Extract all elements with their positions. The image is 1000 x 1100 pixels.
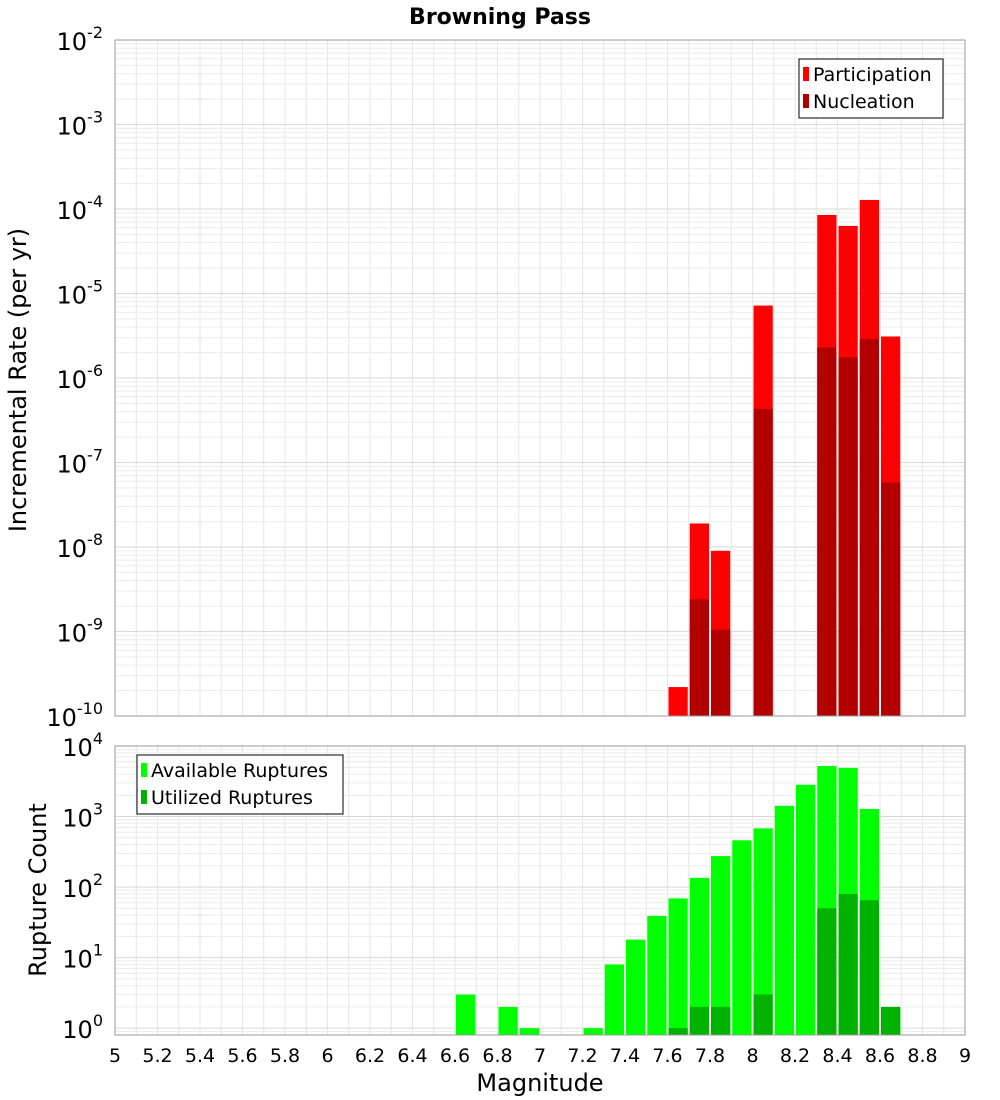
top-y-tick-label-7: 10-3 [57, 108, 104, 141]
top-y-axis-title: Incremental Rate (per yr) [4, 228, 32, 532]
top-bar-nucleation-2 [753, 408, 773, 716]
bottom-y-tick-label-4: 104 [62, 729, 103, 762]
x-tick-label-4: 5.8 [270, 1045, 300, 1067]
x-tick-label-15: 8 [746, 1045, 758, 1067]
top-bar-nucleation-0 [689, 599, 709, 716]
x-tick-label-5: 6 [321, 1045, 333, 1067]
top-legend-swatch-0 [803, 67, 809, 81]
top-y-tick-label-0: 10-10 [46, 699, 103, 732]
top-frame [114, 39, 966, 717]
x-axis-title: Magnitude [476, 1069, 603, 1097]
top-y-tick-label-4: 10-6 [57, 361, 104, 394]
x-tick-label-6: 6.2 [355, 1045, 385, 1067]
x-tick-label-17: 8.4 [822, 1045, 852, 1067]
top-legend: Participation Nucleation [798, 58, 944, 119]
bottom-bar-utilized-ruptures-1 [689, 1006, 709, 1035]
top-y-tick-label-8: 10-2 [57, 23, 104, 56]
bottom-legend-swatch-0 [141, 763, 147, 777]
bottom-bar-available-ruptures-4 [604, 964, 624, 1035]
x-tick-label-0: 5 [109, 1045, 121, 1067]
x-tick-label-10: 7 [534, 1045, 546, 1067]
x-tick-label-14: 7.8 [695, 1045, 725, 1067]
bottom-legend: Available Ruptures Utilized Ruptures [136, 754, 344, 815]
x-tick-label-7: 6.4 [397, 1045, 427, 1067]
bottom-y-tick-label-3: 103 [62, 800, 103, 833]
x-tick-label-1: 5.2 [142, 1045, 172, 1067]
x-tick-label-8: 6.6 [440, 1045, 470, 1067]
top-y-tick-label-1: 10-9 [57, 615, 104, 648]
top-y-tick-label-3: 10-7 [57, 446, 104, 479]
bottom-bar-utilized-ruptures-6 [859, 900, 879, 1035]
bottom-bar-available-ruptures-5 [626, 939, 646, 1035]
bottom-bar-utilized-ruptures-4 [817, 908, 837, 1035]
bottom-legend-swatch-1 [141, 790, 147, 804]
x-tick-label-9: 6.8 [482, 1045, 512, 1067]
bottom-bar-available-ruptures-8 [689, 877, 709, 1035]
top-legend-swatch-1 [803, 94, 809, 108]
bottom-bar-utilized-ruptures-0 [668, 1028, 688, 1035]
bottom-bar-utilized-ruptures-7 [881, 1006, 901, 1035]
x-tick-label-3: 5.6 [227, 1045, 257, 1067]
bottom-bar-utilized-ruptures-2 [711, 1006, 731, 1035]
x-tick-label-19: 8.8 [907, 1045, 937, 1067]
bottom-bar-available-ruptures-2 [519, 1028, 539, 1035]
bottom-y-axis-title: Rupture Count [24, 803, 52, 977]
x-tick-label-18: 8.6 [865, 1045, 895, 1067]
top-bar-nucleation-5 [859, 338, 879, 716]
x-tick-label-13: 7.6 [652, 1045, 682, 1067]
bottom-x-ticks: 5 5.2 5.4 5.6 5.8 6 6.2 6.4 6.6 6.8 7 7.2 7.4 7.6 7.8 8… [109, 1045, 971, 1067]
bottom-bar-available-ruptures-10 [732, 840, 752, 1035]
bottom-series-1 [668, 893, 901, 1035]
top-panel: 10-10 10-9 10-8 10-7 10-6 10-5 10-4 10-3 10-2 Par… [46, 23, 966, 732]
bottom-bar-utilized-ruptures-5 [838, 893, 858, 1035]
bottom-bar-available-ruptures-12 [774, 805, 794, 1035]
top-bar-nucleation-6 [881, 482, 901, 716]
top-bar-nucleation-4 [838, 357, 858, 716]
top-bar-nucleation-1 [711, 629, 731, 716]
bottom-panel: 100 101 102 103 104 5 5.2 5.4 5.6 5.8 6 6.2 6.4 6.6 6.… [62, 729, 971, 1067]
top-legend-label-0: Participation [813, 64, 932, 86]
bottom-bar-utilized-ruptures-3 [753, 994, 773, 1035]
top-bar-nucleation-3 [817, 347, 837, 716]
bottom-frame [114, 745, 966, 1036]
bottom-legend-box [136, 754, 344, 815]
top-bar-participation-0 [668, 687, 688, 716]
bottom-bar-available-ruptures-13 [796, 784, 816, 1035]
top-legend-label-1: Nucleation [813, 91, 915, 113]
bottom-y-ticks: 100 101 102 103 104 [62, 729, 103, 1044]
bottom-legend-label-0: Available Ruptures [151, 760, 328, 782]
bottom-bar-available-ruptures-1 [498, 1006, 518, 1035]
bottom-y-tick-label-2: 102 [62, 870, 103, 903]
bottom-legend-label-1: Utilized Ruptures [151, 787, 313, 809]
bottom-bar-available-ruptures-11 [753, 828, 773, 1035]
x-tick-label-20: 9 [959, 1045, 971, 1067]
x-tick-label-11: 7.2 [567, 1045, 597, 1067]
top-legend-box [798, 58, 944, 119]
x-tick-label-2: 5.4 [185, 1045, 215, 1067]
bottom-bar-available-ruptures-7 [668, 898, 688, 1035]
top-series-1 [689, 338, 901, 716]
x-tick-label-16: 8.2 [780, 1045, 810, 1067]
bottom-y-tick-label-1: 101 [62, 941, 103, 974]
bottom-bar-available-ruptures-0 [456, 994, 476, 1035]
top-y-ticks: 10-10 10-9 10-8 10-7 10-6 10-5 10-4 10-3 10-2 [46, 23, 103, 732]
top-y-tick-label-6: 10-4 [57, 192, 104, 225]
top-grid [114, 39, 966, 717]
bottom-bar-available-ruptures-9 [711, 856, 731, 1035]
bottom-bar-available-ruptures-3 [583, 1028, 603, 1035]
bottom-y-tick-label-0: 100 [62, 1011, 103, 1044]
top-y-tick-label-2: 10-8 [57, 530, 104, 563]
top-y-tick-label-5: 10-5 [57, 277, 104, 310]
chart-title: Browning Pass [409, 5, 591, 30]
x-tick-label-12: 7.4 [610, 1045, 640, 1067]
bottom-bar-available-ruptures-6 [647, 915, 667, 1035]
